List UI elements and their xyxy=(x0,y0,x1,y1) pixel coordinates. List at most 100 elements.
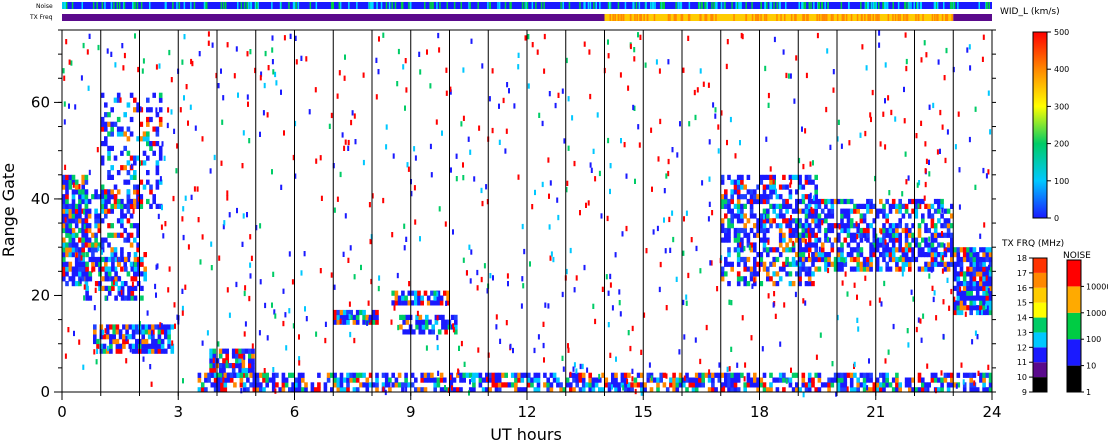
data-point xyxy=(460,121,463,127)
data-cell xyxy=(135,329,139,335)
data-cell xyxy=(875,387,880,393)
data-cell xyxy=(520,372,525,378)
data-cell xyxy=(465,372,470,378)
data-cell xyxy=(65,203,69,209)
data-point xyxy=(748,245,751,251)
data-cell xyxy=(701,377,705,383)
data-point xyxy=(181,288,184,294)
data-cell xyxy=(924,252,928,258)
data-point xyxy=(928,236,931,242)
txfreq-strip-mark xyxy=(946,14,949,21)
data-cell xyxy=(251,353,255,359)
noise-strip-mark xyxy=(510,2,512,9)
data-cell xyxy=(730,261,734,267)
data-cell xyxy=(740,179,744,185)
data-cell xyxy=(807,276,812,282)
data-point xyxy=(682,299,685,306)
data-cell xyxy=(65,252,69,258)
data-point xyxy=(449,374,452,381)
data-point xyxy=(190,58,193,65)
data-cell xyxy=(581,377,586,383)
data-cell xyxy=(979,281,983,287)
data-point xyxy=(541,120,544,127)
data-cell xyxy=(527,382,531,388)
data-cell xyxy=(104,112,108,118)
data-cell xyxy=(782,377,786,383)
data-point xyxy=(218,255,221,261)
data-cell xyxy=(778,194,783,200)
data-point xyxy=(536,49,539,55)
data-cell xyxy=(791,247,796,253)
data-point xyxy=(319,268,322,274)
data-cell xyxy=(533,377,538,383)
data-cell xyxy=(843,213,848,219)
data-cell xyxy=(94,232,98,238)
data-cell xyxy=(685,387,689,393)
noise-strip-mark xyxy=(680,2,683,9)
data-cell xyxy=(412,329,416,335)
data-cell xyxy=(81,223,85,229)
data-cell xyxy=(62,256,66,263)
data-cell xyxy=(100,189,105,195)
data-cell xyxy=(71,276,76,282)
data-cell xyxy=(110,126,114,132)
data-cell xyxy=(740,247,744,253)
data-cell xyxy=(972,372,977,378)
data-point xyxy=(444,221,447,227)
data-cell xyxy=(620,382,625,388)
data-cell xyxy=(235,363,239,369)
txfreq-strip-mark xyxy=(688,14,691,21)
data-point xyxy=(736,362,739,368)
data-cell xyxy=(956,305,961,311)
data-cell xyxy=(795,252,799,258)
data-cell xyxy=(798,252,802,258)
data-cell xyxy=(782,218,786,224)
data-cell xyxy=(772,377,776,383)
data-cell xyxy=(281,377,286,383)
data-point xyxy=(841,280,844,286)
data-cell xyxy=(804,194,809,200)
data-cell xyxy=(969,252,973,258)
data-cell xyxy=(988,295,993,301)
data-cell xyxy=(65,271,69,277)
data-cell xyxy=(68,242,73,248)
data-cell xyxy=(743,387,747,393)
data-cell xyxy=(136,223,140,229)
data-cell xyxy=(988,290,993,296)
data-point xyxy=(785,378,788,384)
data-point xyxy=(552,256,555,263)
data-cell xyxy=(778,276,783,282)
data-cell xyxy=(933,227,938,234)
data-cell xyxy=(468,372,473,378)
data-cell xyxy=(908,387,912,393)
data-cell xyxy=(782,261,786,267)
data-cell xyxy=(895,387,899,393)
data-cell xyxy=(420,295,424,301)
data-cell xyxy=(921,237,925,243)
data-cell xyxy=(917,387,922,393)
data-cell xyxy=(158,107,163,113)
noise-strip-mark xyxy=(63,2,65,9)
data-point xyxy=(708,139,711,145)
data-cell xyxy=(588,372,592,378)
data-cell xyxy=(972,295,977,301)
data-point xyxy=(243,354,246,360)
data-cell xyxy=(127,290,131,296)
data-cell xyxy=(94,194,98,200)
txfreq-strip-mark xyxy=(905,14,907,21)
data-cell xyxy=(762,237,767,243)
data-cell xyxy=(933,256,938,263)
data-cell xyxy=(749,194,754,200)
data-cell xyxy=(811,179,815,185)
data-cell xyxy=(814,194,818,200)
data-cell xyxy=(730,266,734,272)
data-cell xyxy=(130,276,135,282)
data-cell xyxy=(107,189,111,195)
txfreq-strip-mark xyxy=(675,14,677,21)
data-cell xyxy=(120,256,125,263)
data-cell xyxy=(762,189,767,195)
data-cell xyxy=(817,252,822,258)
data-cell xyxy=(126,150,131,156)
data-cell xyxy=(901,256,906,263)
